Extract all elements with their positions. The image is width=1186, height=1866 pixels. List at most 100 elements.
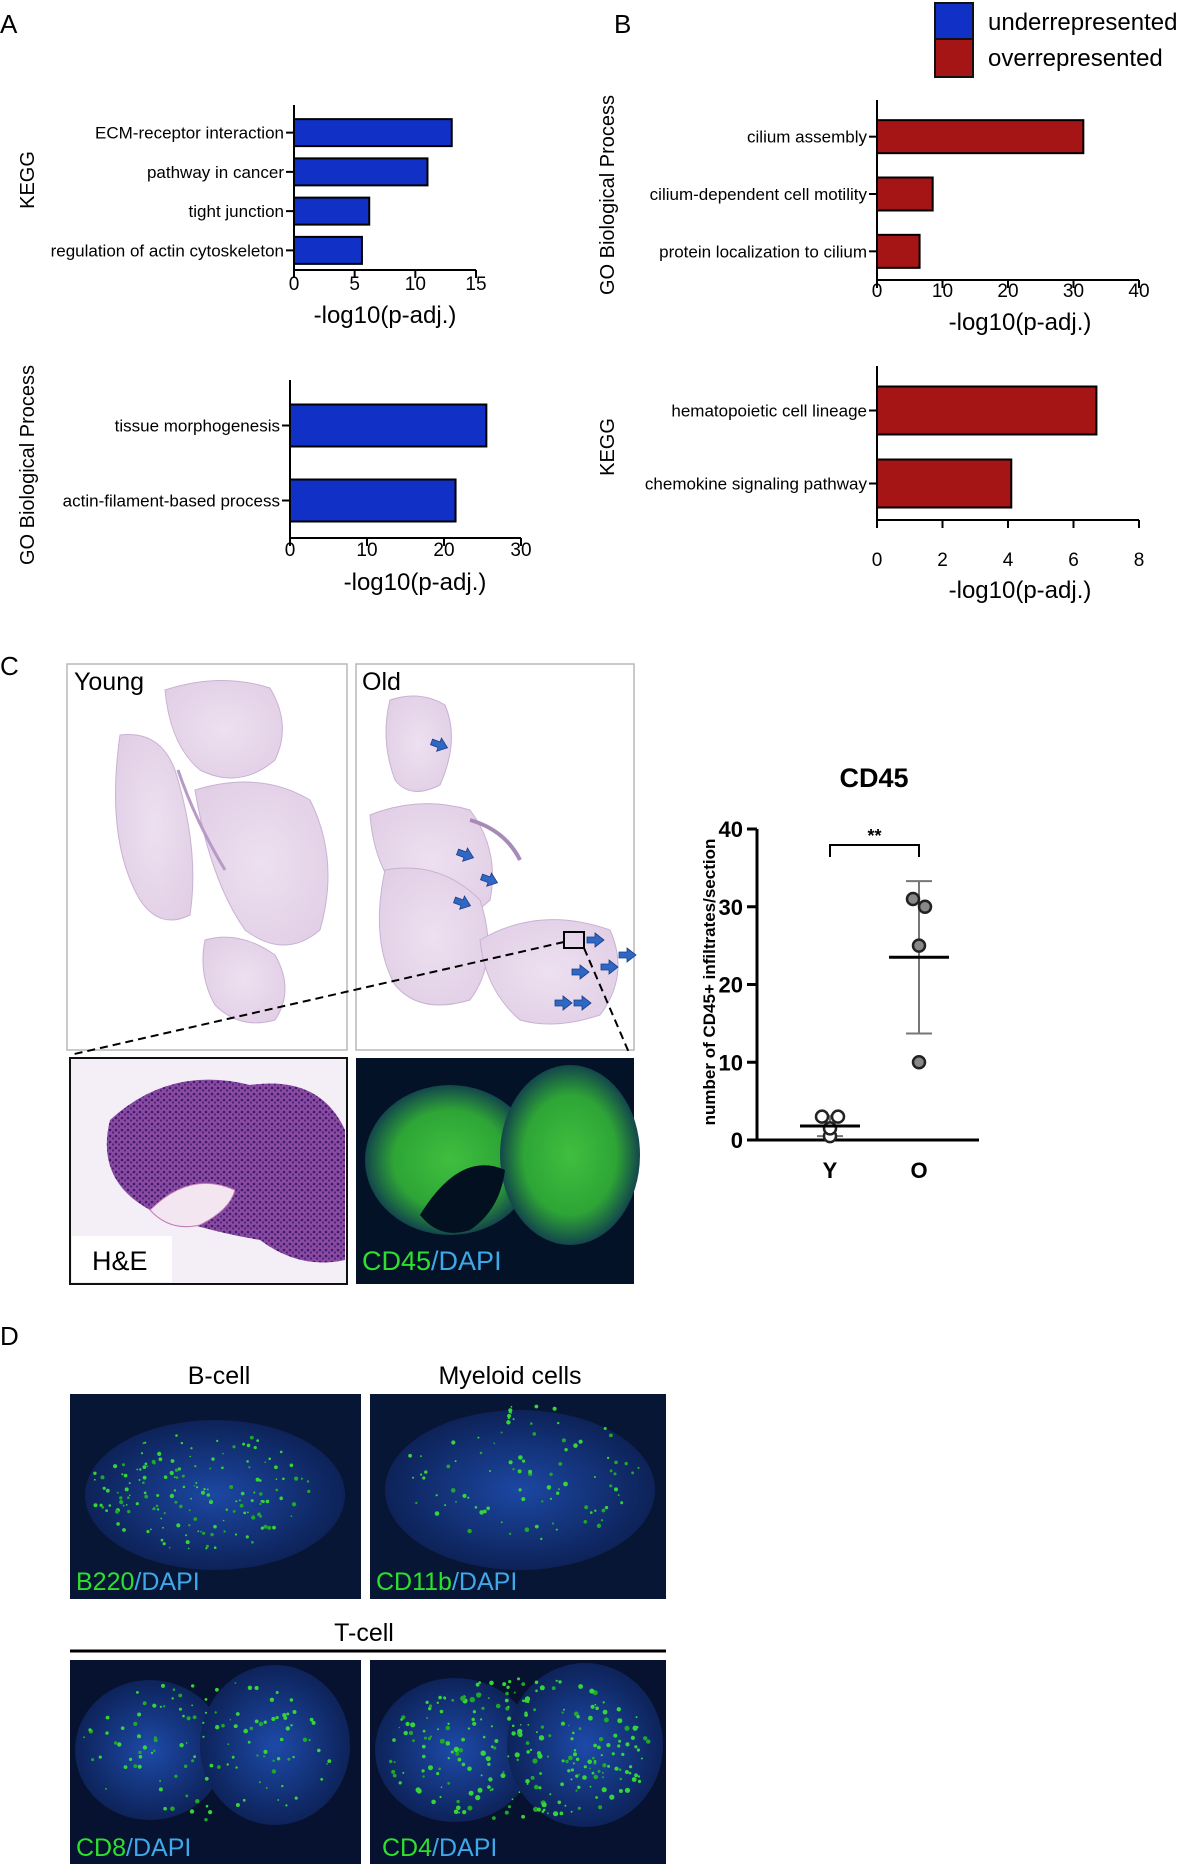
signal-dot <box>621 1752 625 1756</box>
data-point <box>905 891 921 907</box>
signal-dot <box>445 1741 451 1746</box>
signal-dot <box>435 1494 438 1497</box>
signal-dot <box>591 1756 595 1760</box>
signal-dot <box>226 1763 229 1766</box>
signal-dot <box>524 1698 529 1703</box>
signal-dot <box>508 1680 512 1684</box>
signal-dot <box>191 1759 195 1763</box>
signal-dot <box>631 1777 637 1782</box>
signal-dot <box>643 1736 648 1741</box>
signal-dot <box>564 1804 567 1807</box>
signal-dot <box>482 1509 487 1514</box>
signal-dot <box>451 1698 455 1702</box>
signal-dot <box>624 1461 628 1466</box>
signal-dot <box>557 1800 562 1805</box>
signal-dot <box>611 1752 615 1756</box>
signal-dot <box>179 1743 184 1748</box>
signal-dot <box>546 1485 552 1490</box>
infiltrate-arrow <box>573 995 592 1011</box>
signal-dot <box>536 1751 542 1756</box>
signal-dot <box>467 1766 472 1772</box>
x-tick-label: O <box>910 1158 927 1183</box>
signal-dot <box>251 1515 256 1520</box>
signal-dot <box>289 1698 294 1702</box>
signal-dot <box>561 1711 564 1714</box>
zoom-line-left <box>69 941 565 1056</box>
y-axis-label: KEGG <box>17 151 39 209</box>
signal-dot <box>234 1682 237 1684</box>
category-label: cilium-dependent cell motility <box>650 185 868 204</box>
signal-dot <box>308 1738 311 1742</box>
signal-dot <box>265 1499 270 1504</box>
signal-dot <box>458 1748 464 1753</box>
x-axis-label: -log10(p-adj.) <box>949 309 1092 336</box>
signal-dot <box>213 1524 217 1529</box>
signal-dot <box>416 1788 422 1794</box>
signal-dot <box>530 1775 535 1780</box>
signal-dot <box>116 1522 120 1526</box>
signal-dot <box>541 1500 544 1503</box>
signal-dot <box>281 1784 284 1788</box>
signal-dot <box>91 1758 95 1762</box>
signal-dot <box>205 1547 208 1550</box>
signal-dot <box>598 1805 603 1810</box>
signal-dot <box>139 1468 142 1471</box>
signal-dot <box>456 1805 461 1811</box>
signal-dot <box>507 1755 510 1758</box>
signal-dot <box>511 1798 514 1801</box>
signal-dot <box>634 1745 638 1749</box>
signal-dot <box>257 1512 261 1517</box>
signal-dot <box>533 1806 539 1812</box>
category-label: actin-filament-based process <box>63 492 280 511</box>
signal-dot <box>507 1805 512 1809</box>
signal-dot <box>530 1422 533 1425</box>
signal-dot <box>243 1511 247 1515</box>
signal-dot <box>556 1491 560 1495</box>
signal-dot <box>169 1493 175 1499</box>
signal-dot <box>578 1684 583 1689</box>
infiltrate-arrow <box>571 964 590 980</box>
signal-dot <box>535 1689 538 1693</box>
signal-dot <box>506 1685 510 1690</box>
signal-dot <box>285 1804 288 1807</box>
signal-dot <box>614 1487 618 1492</box>
signal-dot <box>524 1713 528 1717</box>
signal-dot <box>317 1748 321 1753</box>
signal-dot <box>326 1763 328 1765</box>
he-label-bg <box>72 1236 172 1282</box>
signal-dot <box>455 1500 457 1503</box>
signal-dot <box>136 1468 139 1471</box>
signal-dot <box>146 1465 149 1468</box>
signal-dot <box>162 1526 165 1529</box>
signal-dot <box>211 1457 215 1461</box>
bar <box>876 119 1085 155</box>
cd4-sep: / <box>432 1834 439 1862</box>
signal-dot <box>481 1706 485 1710</box>
signal-dot <box>188 1509 191 1512</box>
signal-dot <box>158 1787 163 1792</box>
signal-dot <box>590 1511 593 1514</box>
signal-dot <box>163 1512 166 1515</box>
b220-marker: B220 <box>76 1568 134 1596</box>
signal-dot <box>478 1681 482 1684</box>
signal-dot <box>542 1808 546 1812</box>
signal-dot <box>563 1481 568 1487</box>
x-tick-label: 10 <box>932 281 953 302</box>
signal-dot <box>546 1812 550 1815</box>
signal-dot <box>300 1477 303 1480</box>
bar <box>289 478 457 523</box>
signal-dot <box>127 1509 131 1514</box>
signal-dot <box>489 1470 491 1472</box>
x-tick-label: 8 <box>1134 550 1145 571</box>
cd45-dapi: DAPI <box>439 1246 502 1276</box>
signal-dot <box>577 1806 581 1810</box>
category-label: protein localization to cilium <box>659 242 867 261</box>
signal-dot <box>420 1455 422 1457</box>
data-point <box>911 938 927 953</box>
signal-dot <box>524 1527 530 1532</box>
signal-dot <box>555 1528 558 1531</box>
signal-dot <box>572 1762 575 1765</box>
signal-dot <box>510 1412 513 1414</box>
signal-dot <box>602 1772 604 1774</box>
signal-dot <box>600 1754 603 1757</box>
